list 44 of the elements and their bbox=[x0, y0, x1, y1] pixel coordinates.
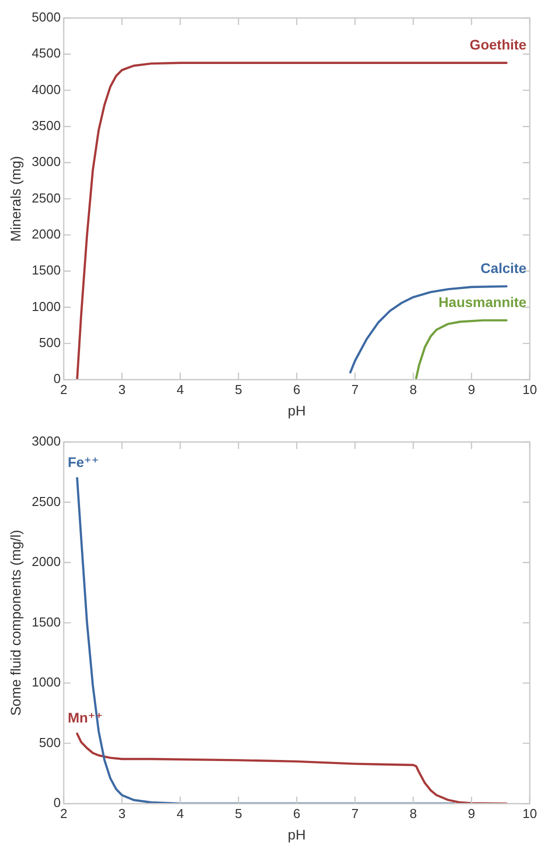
y-axis-title: Some fluid components (mg/l) bbox=[7, 530, 24, 716]
x-tick-label: 3 bbox=[118, 382, 126, 397]
x-axis-title: pH bbox=[288, 826, 306, 842]
x-tick-label: 7 bbox=[351, 806, 359, 821]
x-tick-label: 6 bbox=[293, 382, 300, 397]
x-tick-label: 8 bbox=[410, 382, 417, 397]
x-tick-label: 5 bbox=[234, 382, 242, 397]
y-tick-label: 500 bbox=[39, 734, 61, 750]
y-tick-label: 2500 bbox=[32, 494, 61, 509]
x-tick-label: 4 bbox=[176, 382, 184, 397]
y-tick-label: 5000 bbox=[32, 10, 61, 25]
x-tick-label: 10 bbox=[522, 382, 538, 397]
y-tick-label: 4000 bbox=[32, 82, 61, 97]
y-tick-label: 1500 bbox=[32, 262, 61, 278]
x-tick-label: 2 bbox=[60, 382, 68, 397]
y-tick-label: 3000 bbox=[32, 154, 61, 170]
y-axis-title: Minerals (mg) bbox=[7, 156, 24, 242]
y-tick-label: 3000 bbox=[32, 434, 61, 449]
x-tick-label: 8 bbox=[410, 806, 417, 821]
x-axis-title: pH bbox=[288, 402, 306, 418]
series-label: Hausmannite bbox=[438, 294, 527, 310]
y-tick-label: 2000 bbox=[32, 554, 61, 570]
y-tick-label: 3500 bbox=[32, 118, 61, 134]
x-tick-label: 7 bbox=[351, 382, 359, 397]
x-tick-label: 2 bbox=[60, 806, 68, 821]
series-label: Calcite bbox=[480, 260, 527, 276]
x-tick-label: 9 bbox=[468, 382, 476, 397]
x-tick-label: 4 bbox=[176, 806, 184, 821]
y-tick-label: 1000 bbox=[32, 674, 61, 690]
x-tick-label: 5 bbox=[234, 806, 242, 821]
series-label: Fe⁺⁺ bbox=[68, 454, 99, 470]
y-tick-label: 0 bbox=[53, 795, 61, 810]
series-label: Goethite bbox=[470, 36, 527, 53]
y-tick-label: 2500 bbox=[32, 190, 61, 206]
x-tick-label: 9 bbox=[468, 806, 476, 821]
y-tick-label: 0 bbox=[53, 371, 61, 386]
y-tick-label: 2000 bbox=[32, 226, 61, 242]
x-tick-label: 10 bbox=[522, 806, 538, 821]
y-tick-label: 1000 bbox=[32, 298, 61, 314]
x-tick-label: 6 bbox=[293, 806, 300, 821]
y-tick-label: 1500 bbox=[32, 614, 61, 630]
y-tick-label: 500 bbox=[39, 335, 61, 350]
y-tick-label: 4500 bbox=[32, 46, 61, 61]
x-tick-label: 3 bbox=[118, 806, 126, 821]
